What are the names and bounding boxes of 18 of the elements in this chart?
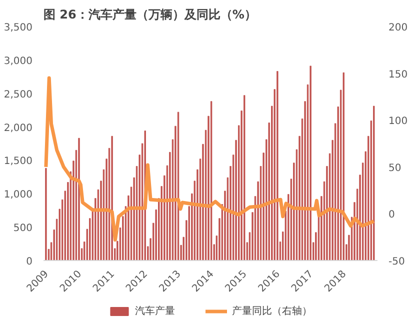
legend-label: 产量同比（右轴）	[232, 304, 312, 318]
y-tick-label: 500	[13, 223, 33, 234]
chart-title: 图 26：汽车产量（万辆）及同比（%）	[44, 8, 256, 22]
y-tick-label: 0	[26, 256, 33, 268]
y2-tick-label: 200	[388, 22, 408, 34]
y-tick-label: 1,000	[4, 190, 33, 201]
y2-tick-label: -50	[388, 256, 405, 268]
y-tick-label: 3,500	[4, 22, 33, 34]
y-tick-label: 3,000	[4, 56, 33, 67]
y-tick-label: 1,500	[4, 156, 33, 168]
y2-tick-label: 0	[388, 210, 395, 221]
line-series	[44, 76, 376, 242]
y-tick-label: 2,000	[4, 122, 33, 134]
y-tick-label: 2,500	[4, 89, 33, 100]
y2-tick-label: 50	[388, 162, 402, 174]
legend-label: 汽车产量	[135, 304, 175, 318]
y2-tick-label: 100	[388, 116, 408, 128]
y2-tick-label: 150	[388, 69, 408, 80]
